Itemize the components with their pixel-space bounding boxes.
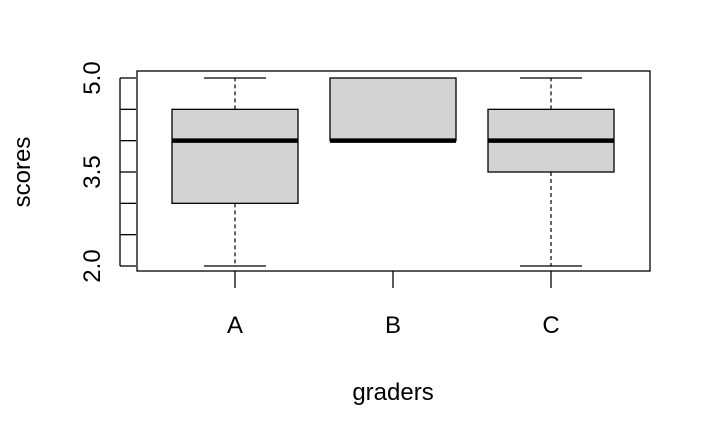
x-tick-label-A: A: [227, 312, 243, 339]
y-tick-label-5: 5.0: [79, 61, 106, 94]
y-axis-label: scores: [9, 137, 36, 208]
box-B: [329, 77, 457, 142]
x-tick-label-C: C: [542, 312, 559, 339]
y-tick-label-2: 2.0: [79, 249, 106, 282]
y-tick-label-3.5: 3.5: [79, 155, 106, 188]
box-A: [171, 108, 299, 204]
x-axis-label: graders: [352, 379, 433, 406]
x-tick-label-B: B: [385, 312, 401, 339]
